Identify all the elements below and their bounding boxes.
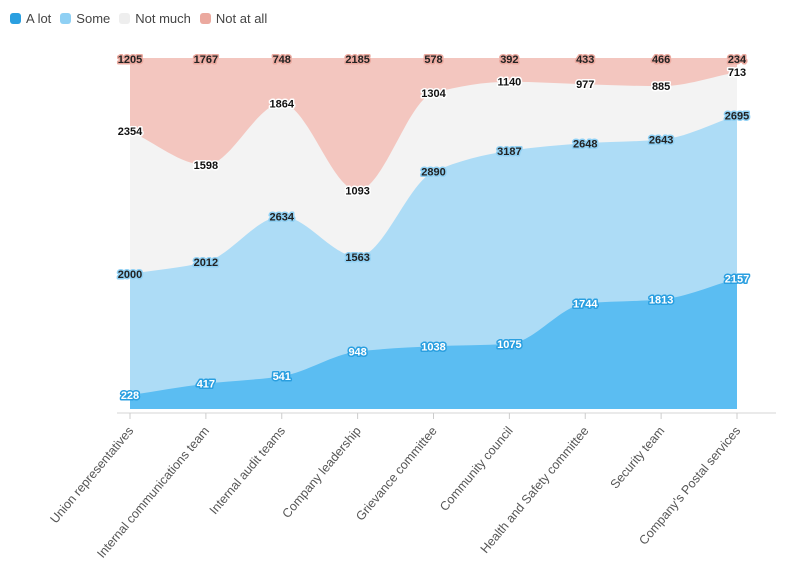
value-label-not-much: 1093 [345,185,369,197]
value-label-some: 2648 [573,138,597,150]
value-label-not-much: 713 [728,67,746,79]
value-label-a-lot: 417 [197,379,215,391]
x-tick-label: Grievance committee [353,424,440,524]
value-label-not-at-all: 1767 [194,54,218,66]
legend-swatch-not-at-all [199,13,211,24]
legend-item-a-lot[interactable]: A lot [10,11,51,26]
value-label-not-at-all: 2185 [345,54,369,66]
legend: A lot Some Not much Not at all [10,11,276,26]
x-tick-label: Security team [608,424,668,492]
area-layers [130,58,737,409]
value-label-not-much: 885 [652,81,670,93]
value-label-a-lot: 228 [121,390,139,402]
value-label-some: 3187 [497,146,521,158]
area-a-lot[interactable] [130,278,737,409]
value-label-a-lot: 1813 [649,294,673,306]
x-tick-label: Union representatives [47,424,136,526]
legend-item-not-much[interactable]: Not much [119,11,191,26]
value-label-not-much: 1140 [497,77,521,89]
value-label-a-lot: 1075 [497,339,521,351]
x-tick-label: Company leadership [279,424,363,521]
x-tick-label: Community council [437,424,516,514]
x-tick-label: Internal audit teams [207,424,288,517]
legend-label-some: Some [76,11,111,26]
legend-label-not-much: Not much [135,11,191,26]
value-label-some: 1563 [345,252,369,264]
legend-swatch-a-lot [10,13,21,24]
value-label-some: 2695 [725,110,749,122]
value-label-not-at-all: 748 [273,54,291,66]
value-label-some: 2012 [194,257,218,269]
value-label-not-much: 1864 [270,98,295,110]
legend-label-not-at-all: Not at all [215,11,268,26]
value-label-a-lot: 1744 [573,298,598,310]
value-label-a-lot: 2157 [725,273,749,285]
value-label-not-at-all: 1205 [118,54,142,66]
value-label-some: 2000 [118,269,142,281]
value-label-a-lot: 948 [348,347,366,359]
legend-item-some[interactable]: Some [60,11,110,26]
value-label-a-lot: 541 [273,371,291,383]
value-label-not-much: 2354 [118,126,143,138]
value-label-some: 2643 [649,135,673,147]
legend-item-not-at-all[interactable]: Not at all [199,11,268,26]
value-labels: 228 417 541 948 1038 1075 1744 1813 2157 2000 2012… [116,53,750,404]
value-label-not-at-all: 433 [576,54,594,66]
value-label-not-at-all: 466 [652,54,670,66]
legend-swatch-not-much [119,13,131,24]
value-label-a-lot: 1038 [421,341,445,353]
value-label-not-at-all: 578 [424,54,442,66]
value-label-not-at-all: 234 [728,54,747,66]
value-label-not-at-all: 392 [500,54,518,66]
legend-label-a-lot: A lot [26,11,52,26]
value-label-some: 2890 [421,167,445,179]
value-label-some: 2634 [270,211,295,223]
value-label-not-much: 977 [576,79,594,91]
legend-swatch-some [60,13,72,24]
value-label-not-much: 1598 [194,160,218,172]
value-label-not-much: 1304 [421,88,446,100]
